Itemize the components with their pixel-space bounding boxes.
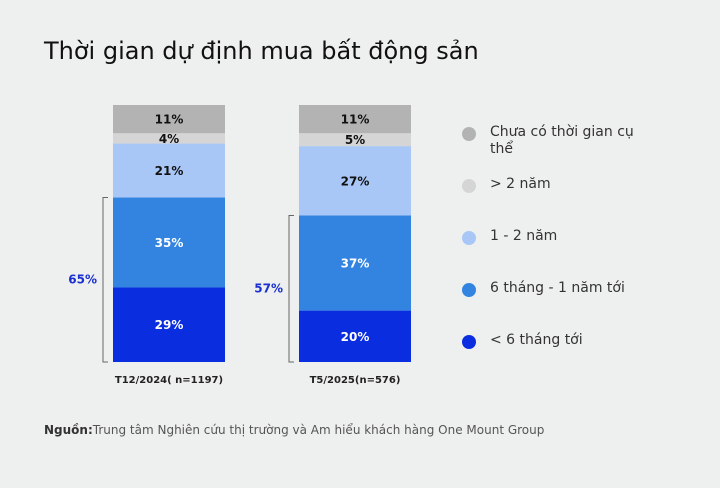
value-label: 35% — [155, 236, 184, 250]
legend-label: > 2 năm — [490, 176, 551, 192]
legend-label: 1 - 2 năm — [490, 228, 558, 244]
legend-item: < 6 tháng tới — [462, 332, 640, 349]
bar-segment — [113, 143, 225, 198]
value-label: 11% — [155, 113, 184, 127]
legend-swatch — [462, 283, 476, 297]
bracket-label: 57% — [254, 281, 283, 295]
legend-swatch — [462, 335, 476, 349]
legend-item: Chưa có thời gian cụ thể — [462, 124, 640, 158]
bracket — [102, 197, 108, 363]
legend-item: 6 tháng - 1 năm tới — [462, 280, 640, 297]
source-label: Nguồn: — [44, 423, 93, 437]
bar-segment — [113, 287, 225, 362]
value-label: 29% — [155, 318, 184, 332]
legend-item: > 2 năm — [462, 176, 640, 193]
bar-segment — [113, 197, 225, 288]
legend-item: 1 - 2 năm — [462, 228, 640, 245]
legend-swatch — [462, 179, 476, 193]
x-tick-label: T5/2025(n=576) — [310, 375, 401, 386]
bar-segment — [113, 133, 225, 144]
legend-label: < 6 tháng tới — [490, 332, 583, 348]
legend-swatch — [462, 231, 476, 245]
x-tick-label: T12/2024( n=1197) — [115, 375, 223, 386]
source-text: Trung tâm Nghiên cứu thị trường và Am hi… — [92, 423, 545, 437]
value-label: 27% — [341, 174, 370, 188]
value-label: 37% — [341, 257, 370, 271]
bracket — [288, 215, 294, 363]
bar-segment — [113, 105, 225, 134]
legend-label: 6 tháng - 1 năm tới — [490, 280, 625, 296]
source: Nguồn:Trung tâm Nghiên cứu thị trường và… — [44, 423, 544, 437]
value-label: 5% — [345, 133, 365, 147]
value-label: 21% — [155, 164, 184, 178]
legend-label: Chưa có thời gian cụ thể — [490, 124, 634, 157]
bar-segment — [299, 215, 411, 311]
chart-title: Thời gian dự định mua bất động sản — [43, 37, 479, 65]
bar-segment — [299, 133, 411, 147]
value-label: 20% — [341, 330, 370, 344]
bar-segment — [299, 146, 411, 216]
legend-swatch — [462, 127, 476, 141]
bracket-label: 65% — [68, 272, 97, 286]
value-label: 11% — [341, 113, 370, 127]
bar-segment — [299, 105, 411, 134]
value-label: 4% — [159, 132, 179, 146]
bar-segment — [299, 310, 411, 362]
